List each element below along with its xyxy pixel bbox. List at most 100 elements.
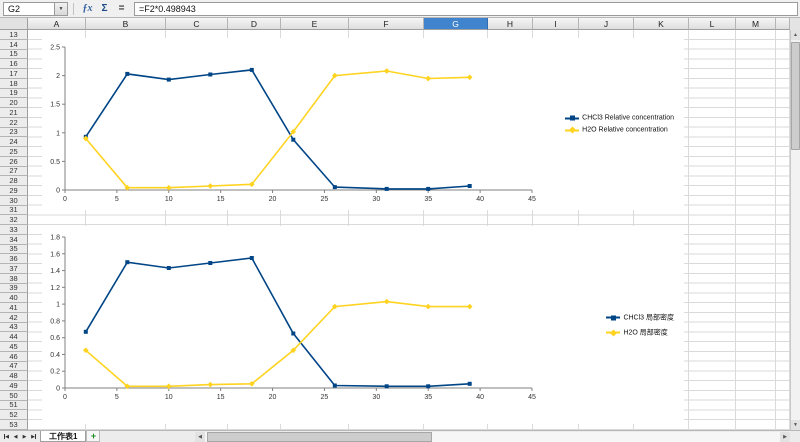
- row-header-51[interactable]: 51: [0, 400, 28, 411]
- legend-marker-icon: [569, 126, 577, 134]
- svg-text:20: 20: [269, 394, 277, 401]
- function-wizard-button[interactable]: ƒx: [79, 2, 96, 16]
- column-header-J[interactable]: J: [579, 18, 634, 30]
- chart-relative-concentration[interactable]: 0 0.5 1 1.5 2 2.5 0 5 10 15 20 25 30 35 40 45 CHCl3 Rela…: [42, 38, 684, 210]
- row-header-42[interactable]: 42: [0, 313, 28, 323]
- series-line-1: [85, 70, 470, 189]
- row-header-13[interactable]: 13: [0, 30, 28, 40]
- row-header-45[interactable]: 45: [0, 342, 28, 352]
- row-header-50[interactable]: 50: [0, 391, 28, 401]
- last-sheet-button[interactable]: ▶: [29, 432, 38, 442]
- horizontal-scrollbar[interactable]: ◀ ▶: [195, 432, 790, 442]
- row-header-14[interactable]: 14: [0, 40, 28, 50]
- grid-column-partial[interactable]: [776, 30, 790, 430]
- horizontal-scroll-thumb[interactable]: [207, 432, 432, 442]
- legend-marker-icon: [565, 126, 580, 134]
- sheet-tab[interactable]: 工作表1: [40, 431, 87, 442]
- row-header-34[interactable]: 34: [0, 235, 28, 245]
- row-header-29[interactable]: 29: [0, 186, 28, 196]
- row-header-30[interactable]: 30: [0, 196, 28, 206]
- row-header-32[interactable]: 32: [0, 215, 28, 225]
- next-sheet-icon: ▶: [22, 433, 27, 440]
- row-headers: 13 14 15 16 17 18 19 20 21 22 23 24 25 26 27 28 29 30 31 32…: [0, 30, 28, 430]
- column-header-K[interactable]: K: [634, 18, 689, 30]
- column-header-H[interactable]: H: [488, 18, 533, 30]
- row-header-23[interactable]: 23: [0, 127, 28, 138]
- scroll-right-button[interactable]: ▶: [780, 432, 790, 442]
- row-header-53[interactable]: 53: [0, 420, 28, 430]
- column-header-E[interactable]: E: [281, 18, 349, 30]
- row-header-48[interactable]: 48: [0, 371, 28, 381]
- chart-legend: CHCl3 局部密度 H2O 局部密度: [606, 313, 674, 338]
- row-header-35[interactable]: 35: [0, 244, 28, 255]
- row-header-39[interactable]: 39: [0, 283, 28, 294]
- row-header-49[interactable]: 49: [0, 381, 28, 391]
- row-header-18[interactable]: 18: [0, 79, 28, 89]
- row-header-21[interactable]: 21: [0, 108, 28, 118]
- row-header-44[interactable]: 44: [0, 332, 28, 342]
- row-header-17[interactable]: 17: [0, 69, 28, 79]
- horizontal-scroll-track[interactable]: [205, 432, 780, 442]
- formula-button[interactable]: =: [113, 2, 130, 16]
- cell-grid[interactable]: 0 0.5 1 1.5 2 2.5 0 5 10 15 20 25 30 35 40 45 CHCl3 Rela…: [28, 30, 790, 430]
- column-header-D[interactable]: D: [228, 18, 281, 30]
- row-header-19[interactable]: 19: [0, 88, 28, 99]
- column-header-I[interactable]: I: [533, 18, 579, 30]
- column-header-F[interactable]: F: [349, 18, 424, 30]
- legend-item: H2O 局部密度: [606, 328, 674, 338]
- prev-sheet-button[interactable]: ◀: [11, 432, 20, 442]
- row-header-36[interactable]: 36: [0, 254, 28, 264]
- row-header-28[interactable]: 28: [0, 176, 28, 186]
- grid-column-K[interactable]: [634, 30, 689, 430]
- cell-reference-box[interactable]: G2: [3, 1, 55, 16]
- row-header-15[interactable]: 15: [0, 49, 28, 60]
- column-header-G[interactable]: G: [424, 18, 488, 30]
- vertical-scroll-thumb[interactable]: [791, 42, 800, 150]
- row-header-27[interactable]: 27: [0, 166, 28, 177]
- row-header-47[interactable]: 47: [0, 361, 28, 372]
- next-sheet-button[interactable]: ▶: [20, 432, 29, 442]
- row-header-40[interactable]: 40: [0, 293, 28, 303]
- row-header-52[interactable]: 52: [0, 410, 28, 420]
- column-header-C[interactable]: C: [166, 18, 228, 30]
- grid-column-L[interactable]: [689, 30, 736, 430]
- column-header-L[interactable]: L: [689, 18, 736, 30]
- column-header-A[interactable]: A: [28, 18, 86, 30]
- select-all-corner[interactable]: [0, 18, 28, 30]
- first-sheet-button[interactable]: ◀: [2, 432, 11, 442]
- row-header-22[interactable]: 22: [0, 118, 28, 128]
- row-header-20[interactable]: 20: [0, 98, 28, 108]
- row-header-31[interactable]: 31: [0, 205, 28, 216]
- scroll-up-button[interactable]: ▲: [791, 30, 800, 40]
- chart-local-density[interactable]: 0 0.2 0.4 0.6 0.8 1 1.2 1.4 1.6 1.8 0 5 10 15 20 25 30 35…: [42, 226, 684, 424]
- formula-input[interactable]: =F2*0.498943: [134, 1, 798, 16]
- legend-label: CHCl3 局部密度: [623, 314, 674, 322]
- svg-text:0: 0: [63, 196, 67, 203]
- grid-column-M[interactable]: [736, 30, 776, 430]
- legend-label: CHCl3 Relative concentration: [582, 114, 674, 122]
- svg-text:15: 15: [217, 196, 225, 203]
- row-header-25[interactable]: 25: [0, 147, 28, 157]
- row-header-41[interactable]: 41: [0, 303, 28, 313]
- scroll-down-button[interactable]: ▼: [791, 420, 800, 430]
- row-header-26[interactable]: 26: [0, 157, 28, 167]
- row-header-46[interactable]: 46: [0, 352, 28, 362]
- scroll-left-button[interactable]: ◀: [195, 432, 205, 442]
- function-wizard-icon: ƒx: [82, 3, 93, 14]
- row-header-16[interactable]: 16: [0, 59, 28, 69]
- row-header-37[interactable]: 37: [0, 264, 28, 274]
- legend-marker-icon: [611, 315, 617, 320]
- name-box-dropdown-button[interactable]: ▼: [55, 1, 68, 16]
- svg-text:0.5: 0.5: [50, 159, 60, 166]
- sum-button[interactable]: Σ: [96, 2, 113, 16]
- row-header-38[interactable]: 38: [0, 274, 28, 284]
- chart-legend: CHCl3 Relative concentration H2O Relative…: [565, 115, 674, 134]
- column-header-M[interactable]: M: [736, 18, 776, 30]
- column-header-B[interactable]: B: [86, 18, 166, 30]
- row-header-33[interactable]: 33: [0, 225, 28, 235]
- add-sheet-button[interactable]: +: [86, 431, 101, 442]
- row-header-43[interactable]: 43: [0, 322, 28, 333]
- vertical-scrollbar[interactable]: ▲ ▼: [790, 30, 800, 430]
- row-header-24[interactable]: 24: [0, 137, 28, 147]
- column-header-partial[interactable]: [776, 18, 790, 30]
